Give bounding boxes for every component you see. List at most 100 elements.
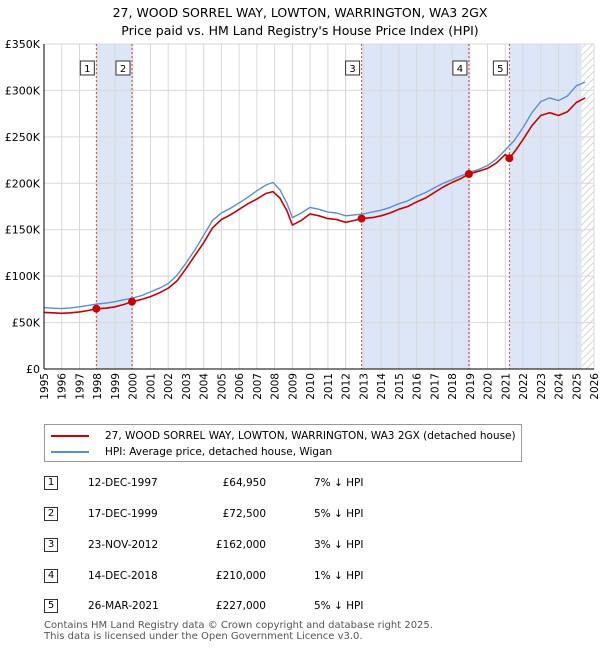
x-tick-label: 2016 (412, 373, 424, 400)
legend-item-hpi: HPI: Average price, detached house, Wiga… (51, 444, 332, 460)
sale-number-label: 4 (457, 64, 463, 75)
title-line-1: 27, WOOD SORREL WAY, LOWTON, WARRINGTON,… (112, 5, 488, 20)
y-tick-label: £250K (5, 131, 41, 144)
transaction-price: £227,000 (215, 600, 266, 612)
legend-item-property: 27, WOOD SORREL WAY, LOWTON, WARRINGTON,… (51, 428, 516, 444)
x-tick-label: 2000 (128, 373, 140, 400)
x-tick-label: 1998 (92, 373, 104, 400)
transaction-date: 17-DEC-1999 (88, 508, 158, 520)
sale-number-label: 5 (497, 64, 503, 75)
y-tick-label: £300K (5, 84, 41, 97)
sale-number-box (492, 60, 508, 76)
transaction-number-badge: 1 (44, 476, 58, 490)
sale-point (464, 170, 473, 178)
sale-number-box (452, 60, 468, 76)
x-tick-label: 1997 (74, 373, 86, 400)
sale-point (128, 297, 136, 306)
x-tick-label: 2012 (341, 373, 353, 400)
sale-number-box (115, 60, 131, 76)
title-line-2: Price paid vs. HM Land Registry's House … (121, 23, 479, 38)
sale-number-box (79, 60, 95, 76)
x-tick-label: 2019 (465, 373, 477, 400)
transaction-date: 26-MAR-2021 (88, 600, 159, 612)
x-tick-label: 2021 (500, 373, 512, 400)
chart-title: 27, WOOD SORREL WAY, LOWTON, WARRINGTON,… (0, 4, 600, 40)
transaction-hpi-diff: 3% ↓ HPI (314, 539, 364, 551)
transaction-date: 12-DEC-1997 (88, 477, 158, 489)
x-tick-label: 2014 (376, 373, 388, 400)
legend-blue-line (51, 451, 89, 453)
y-tick-label: £350K (5, 38, 41, 51)
sale-number-label: 2 (120, 64, 126, 75)
legend-red-line (51, 435, 89, 437)
x-tick-label: 2025 (571, 373, 583, 400)
ownership-shade (509, 44, 582, 369)
transaction-hpi-diff: 5% ↓ HPI (314, 600, 364, 612)
y-tick-label: £150K (5, 224, 41, 237)
x-tick-label: 2005 (216, 373, 228, 400)
hpi-line (44, 81, 586, 310)
table-row: 2 17-DEC-1999 £72,500 5% ↓ HPI (44, 505, 444, 525)
x-tick-label: 2009 (287, 373, 299, 400)
transaction-price: £162,000 (215, 539, 266, 551)
table-row: 4 14-DEC-2018 £210,000 1% ↓ HPI (44, 567, 444, 587)
x-tick-label: 2020 (483, 373, 495, 400)
footer: Contains HM Land Registry data © Crown c… (44, 620, 433, 642)
transaction-number-badge: 5 (44, 599, 58, 613)
x-tick-label: 2002 (163, 373, 175, 400)
x-tick-label: 2004 (199, 373, 211, 400)
sale-point (357, 214, 366, 223)
legend-label-hpi: HPI: Average price, detached house, Wiga… (105, 446, 333, 458)
footer-licence: This data is licensed under the Open Gov… (44, 631, 363, 642)
price-chart: 1 2 3 4 5 £0 £50K £100K £150K £200K £250K £300K £35… (5, 38, 600, 400)
future-hatch (581, 44, 594, 369)
x-tick-label: 2024 (554, 373, 566, 400)
sale-point (505, 154, 514, 163)
y-tick-label: £0 (26, 363, 40, 376)
transaction-hpi-diff: 5% ↓ HPI (314, 508, 364, 520)
ownership-shade (361, 44, 469, 369)
transaction-date: 23-NOV-2012 (88, 539, 159, 551)
table-row: 5 26-MAR-2021 £227,000 5% ↓ HPI (44, 597, 444, 617)
x-tick-label: 2022 (518, 373, 530, 400)
x-tick-label: 2011 (323, 373, 335, 400)
sale-number-box (345, 60, 361, 76)
sale-number-label: 3 (349, 64, 355, 75)
x-tick-label: 2003 (181, 373, 193, 400)
transaction-hpi-diff: 1% ↓ HPI (314, 570, 364, 582)
x-tick-label: 2001 (145, 373, 157, 400)
x-tick-label: 2023 (536, 373, 548, 400)
x-tick-label: 2007 (252, 373, 264, 400)
x-tick-label: 2018 (447, 373, 459, 400)
x-tick-label: 1999 (110, 373, 122, 400)
property-price-line (44, 97, 586, 315)
transaction-number-badge: 3 (44, 538, 58, 552)
table-row: 3 23-NOV-2012 £162,000 3% ↓ HPI (44, 536, 444, 556)
transaction-number-badge: 4 (44, 569, 58, 583)
x-tick-label: 2010 (305, 373, 317, 400)
y-tick-label: £100K (5, 270, 41, 283)
x-tick-label: 2013 (358, 373, 370, 400)
transaction-price: £72,500 (222, 508, 266, 520)
x-tick-label: 1996 (57, 373, 69, 400)
x-tick-label: 2015 (394, 373, 406, 400)
x-tick-label: 2006 (234, 373, 246, 400)
y-tick-label: £50K (12, 317, 41, 330)
transaction-date: 14-DEC-2018 (88, 570, 158, 582)
ownership-shade (96, 44, 132, 369)
legend-label-property: 27, WOOD SORREL WAY, LOWTON, WARRINGTON,… (105, 430, 516, 442)
transaction-number-badge: 2 (44, 507, 58, 521)
x-tick-label: 2008 (270, 373, 282, 400)
table-row: 1 12-DEC-1997 £64,950 7% ↓ HPI (44, 474, 444, 494)
x-tick-label: 2026 (589, 373, 600, 400)
y-tick-label: £200K (5, 177, 41, 190)
transaction-price: £210,000 (215, 570, 266, 582)
transaction-hpi-diff: 7% ↓ HPI (314, 477, 364, 489)
sale-point (92, 304, 101, 313)
transaction-price: £64,950 (222, 477, 266, 489)
sale-number-label: 1 (84, 64, 90, 75)
legend: 27, WOOD SORREL WAY, LOWTON, WARRINGTON,… (44, 424, 522, 462)
x-tick-label: 2017 (429, 373, 441, 400)
x-tick-label: 1995 (39, 373, 51, 400)
footer-copyright: Contains HM Land Registry data © Crown c… (44, 620, 433, 631)
